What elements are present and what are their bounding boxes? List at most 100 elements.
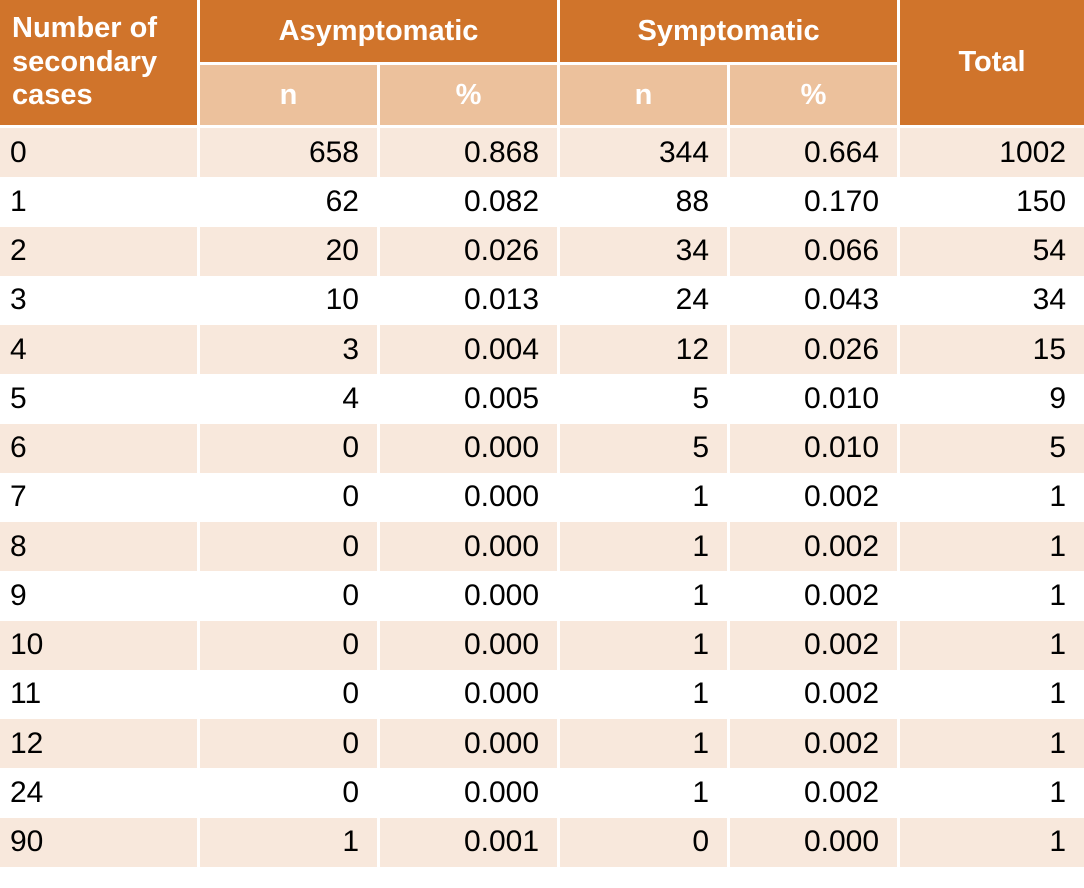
value-cell: 0.002 bbox=[730, 768, 901, 818]
value-cell: 0.002 bbox=[730, 669, 901, 719]
table-row: 11 0 0.000 1 0.002 1 bbox=[0, 669, 1084, 719]
table-row: 4 3 0.004 12 0.026 15 bbox=[0, 325, 1084, 375]
row-label-cell: 10 bbox=[0, 620, 200, 670]
value-cell: 1 bbox=[900, 522, 1084, 572]
value-cell: 12 bbox=[560, 325, 731, 375]
row-label-cell: 90 bbox=[0, 817, 200, 867]
value-cell: 1 bbox=[200, 817, 380, 867]
row-label-cell: 12 bbox=[0, 719, 200, 769]
row-label-cell: 0 bbox=[0, 128, 200, 178]
row-label-cell: 5 bbox=[0, 374, 200, 424]
value-cell: 0.000 bbox=[380, 719, 561, 769]
value-cell: 1 bbox=[900, 768, 1084, 818]
value-cell: 1 bbox=[900, 817, 1084, 867]
table-row: 6 0 0.000 5 0.010 5 bbox=[0, 423, 1084, 473]
table-body: 0 658 0.868 344 0.664 1002 1 62 0.082 88 0.170 150 2… bbox=[0, 128, 1084, 867]
value-cell: 0.000 bbox=[380, 620, 561, 670]
value-cell: 5 bbox=[900, 423, 1084, 473]
row-label-cell: 24 bbox=[0, 768, 200, 818]
value-cell: 0.002 bbox=[730, 719, 901, 769]
value-cell: 1 bbox=[900, 669, 1084, 719]
value-cell: 10 bbox=[200, 275, 380, 325]
value-cell: 0.000 bbox=[730, 817, 901, 867]
value-cell: 5 bbox=[560, 374, 731, 424]
value-cell: 9 bbox=[900, 374, 1084, 424]
secondary-cases-table: Number of secondary cases Asymptomatic S… bbox=[0, 0, 1084, 867]
value-cell: 0.000 bbox=[380, 768, 561, 818]
value-cell: 54 bbox=[900, 226, 1084, 276]
value-cell: 0.010 bbox=[730, 423, 901, 473]
value-cell: 0.000 bbox=[380, 522, 561, 572]
value-cell: 1 bbox=[560, 669, 731, 719]
value-cell: 24 bbox=[560, 275, 731, 325]
table-row: 2 20 0.026 34 0.066 54 bbox=[0, 226, 1084, 276]
table-row: 24 0 0.000 1 0.002 1 bbox=[0, 768, 1084, 818]
value-cell: 0 bbox=[200, 522, 380, 572]
value-cell: 0 bbox=[200, 719, 380, 769]
value-cell: 1002 bbox=[900, 128, 1084, 178]
value-cell: 1 bbox=[900, 620, 1084, 670]
value-cell: 0.082 bbox=[380, 177, 561, 227]
row-label-cell: 9 bbox=[0, 571, 200, 621]
value-cell: 0.001 bbox=[380, 817, 561, 867]
value-cell: 1 bbox=[560, 571, 731, 621]
value-cell: 0.026 bbox=[730, 325, 901, 375]
row-label-cell: 3 bbox=[0, 275, 200, 325]
value-cell: 1 bbox=[560, 522, 731, 572]
value-cell: 0 bbox=[200, 423, 380, 473]
value-cell: 0 bbox=[200, 768, 380, 818]
row-label-cell: 2 bbox=[0, 226, 200, 276]
value-cell: 150 bbox=[900, 177, 1084, 227]
table-row: 9 0 0.000 1 0.002 1 bbox=[0, 571, 1084, 621]
table-row: 8 0 0.000 1 0.002 1 bbox=[0, 522, 1084, 572]
value-cell: 344 bbox=[560, 128, 731, 178]
value-cell: 1 bbox=[560, 472, 731, 522]
value-cell: 1 bbox=[560, 768, 731, 818]
value-cell: 0.002 bbox=[730, 522, 901, 572]
value-cell: 0.026 bbox=[380, 226, 561, 276]
value-cell: 0.000 bbox=[380, 571, 561, 621]
value-cell: 0.013 bbox=[380, 275, 561, 325]
value-cell: 0.066 bbox=[730, 226, 901, 276]
value-cell: 0.868 bbox=[380, 128, 561, 178]
row-label-cell: 8 bbox=[0, 522, 200, 572]
header-number-of-secondary-cases: Number of secondary cases bbox=[0, 0, 200, 128]
header-asymptomatic-n: n bbox=[200, 65, 380, 128]
row-label-cell: 1 bbox=[0, 177, 200, 227]
value-cell: 0.664 bbox=[730, 128, 901, 178]
row-label-cell: 6 bbox=[0, 423, 200, 473]
header-symptomatic-percent: % bbox=[730, 65, 901, 128]
header-total: Total bbox=[900, 0, 1084, 128]
value-cell: 0.005 bbox=[380, 374, 561, 424]
table-row: 5 4 0.005 5 0.010 9 bbox=[0, 374, 1084, 424]
row-label-cell: 4 bbox=[0, 325, 200, 375]
table-row: 10 0 0.000 1 0.002 1 bbox=[0, 620, 1084, 670]
table-header: Number of secondary cases Asymptomatic S… bbox=[0, 0, 1084, 128]
value-cell: 5 bbox=[560, 423, 731, 473]
value-cell: 0.000 bbox=[380, 423, 561, 473]
value-cell: 0.000 bbox=[380, 669, 561, 719]
value-cell: 1 bbox=[900, 472, 1084, 522]
value-cell: 658 bbox=[200, 128, 380, 178]
value-cell: 34 bbox=[560, 226, 731, 276]
value-cell: 0 bbox=[200, 472, 380, 522]
table-row: 12 0 0.000 1 0.002 1 bbox=[0, 719, 1084, 769]
value-cell: 0.000 bbox=[380, 472, 561, 522]
value-cell: 34 bbox=[900, 275, 1084, 325]
row-label-cell: 7 bbox=[0, 472, 200, 522]
value-cell: 3 bbox=[200, 325, 380, 375]
value-cell: 0 bbox=[200, 669, 380, 719]
value-cell: 0.004 bbox=[380, 325, 561, 375]
value-cell: 20 bbox=[200, 226, 380, 276]
header-asymptomatic: Asymptomatic bbox=[200, 0, 561, 65]
value-cell: 1 bbox=[900, 571, 1084, 621]
value-cell: 0.010 bbox=[730, 374, 901, 424]
value-cell: 0.170 bbox=[730, 177, 901, 227]
value-cell: 0.002 bbox=[730, 472, 901, 522]
value-cell: 1 bbox=[900, 719, 1084, 769]
value-cell: 1 bbox=[560, 620, 731, 670]
value-cell: 0.002 bbox=[730, 620, 901, 670]
value-cell: 0 bbox=[200, 571, 380, 621]
table-row: 0 658 0.868 344 0.664 1002 bbox=[0, 128, 1084, 178]
table-row: 7 0 0.000 1 0.002 1 bbox=[0, 472, 1084, 522]
